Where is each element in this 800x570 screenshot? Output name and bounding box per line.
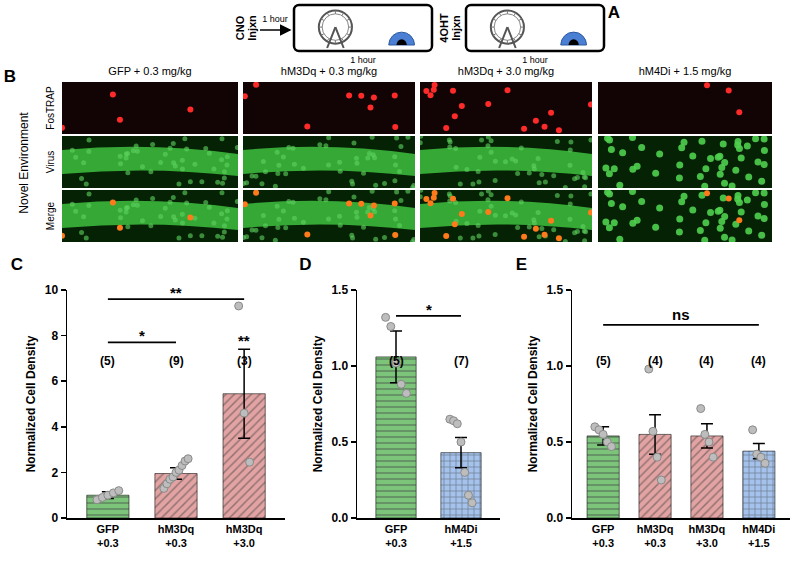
svg-text:Injxn: Injxn: [450, 15, 462, 41]
svg-text:2: 2: [51, 466, 58, 480]
svg-text:**: **: [238, 332, 250, 349]
svg-text:hM4Di+1.5: hM4Di+1.5: [742, 523, 775, 549]
svg-text:B: B: [4, 67, 16, 86]
svg-text:(5): (5): [596, 354, 611, 368]
svg-text:Normalized Cell Density: Normalized Cell Density: [526, 335, 540, 472]
svg-text:A: A: [608, 3, 620, 22]
svg-text:1.5: 1.5: [546, 283, 563, 297]
svg-text:(9): (9): [169, 354, 184, 368]
svg-text:hM4Di+1.5: hM4Di+1.5: [445, 523, 478, 549]
svg-text:1.0: 1.0: [331, 359, 348, 373]
svg-text:D: D: [299, 255, 311, 274]
svg-text:hM4Di + 1.5 mg/kg: hM4Di + 1.5 mg/kg: [639, 65, 732, 77]
svg-text:*: *: [426, 301, 432, 318]
svg-text:hM3Dq+3.0: hM3Dq+3.0: [226, 523, 263, 549]
svg-text:4: 4: [51, 420, 58, 434]
svg-text:(5): (5): [100, 354, 115, 368]
svg-text:hM3Dq+3.0: hM3Dq+3.0: [689, 523, 726, 549]
svg-text:(4): (4): [751, 354, 766, 368]
svg-text:C: C: [11, 255, 23, 274]
svg-text:8: 8: [51, 329, 58, 343]
svg-text:1 hour: 1 hour: [262, 14, 288, 24]
svg-text:**: **: [170, 284, 182, 301]
svg-text:CNO: CNO: [234, 15, 246, 40]
svg-text:Merge: Merge: [45, 201, 56, 230]
svg-text:(5): (5): [389, 354, 404, 368]
svg-text:Virus: Virus: [45, 151, 56, 174]
svg-text:GFP+0.3: GFP+0.3: [385, 523, 408, 549]
svg-text:GFP + 0.3 mg/kg: GFP + 0.3 mg/kg: [108, 65, 191, 77]
svg-text:0.0: 0.0: [546, 511, 563, 525]
svg-text:GFP+0.3: GFP+0.3: [592, 523, 615, 549]
svg-text:1.0: 1.0: [546, 359, 563, 373]
svg-text:10: 10: [45, 283, 59, 297]
svg-text:1 hour: 1 hour: [350, 55, 376, 65]
svg-text:4OHT: 4OHT: [438, 13, 450, 43]
svg-text:1.5: 1.5: [331, 283, 348, 297]
svg-text:*: *: [139, 327, 145, 344]
svg-text:FosTRAP: FosTRAP: [45, 86, 56, 130]
svg-text:Injxn: Injxn: [246, 15, 258, 41]
svg-text:GFP+0.3: GFP+0.3: [97, 523, 120, 549]
svg-text:hM3Dq + 0.3 mg/kg: hM3Dq + 0.3 mg/kg: [281, 65, 377, 77]
svg-text:Novel Environment: Novel Environment: [17, 112, 31, 214]
svg-text:E: E: [516, 255, 527, 274]
svg-text:Normalized Cell Density: Normalized Cell Density: [24, 335, 38, 472]
svg-text:(3): (3): [237, 354, 252, 368]
svg-text:Normalized Cell Density: Normalized Cell Density: [311, 335, 325, 472]
svg-text:0.5: 0.5: [546, 435, 563, 449]
svg-text:hM3Dq+0.3: hM3Dq+0.3: [637, 523, 674, 549]
svg-text:(4): (4): [699, 354, 714, 368]
svg-text:0: 0: [51, 511, 58, 525]
svg-text:(4): (4): [648, 354, 663, 368]
svg-text:(7): (7): [454, 354, 469, 368]
svg-text:ns: ns: [672, 306, 690, 323]
svg-text:6: 6: [51, 374, 58, 388]
svg-text:1 hour: 1 hour: [522, 55, 548, 65]
svg-text:hM3Dq + 3.0 mg/kg: hM3Dq + 3.0 mg/kg: [458, 65, 554, 77]
svg-text:0.0: 0.0: [331, 511, 348, 525]
svg-text:0.5: 0.5: [331, 435, 348, 449]
svg-text:hM3Dq+0.3: hM3Dq+0.3: [158, 523, 195, 549]
